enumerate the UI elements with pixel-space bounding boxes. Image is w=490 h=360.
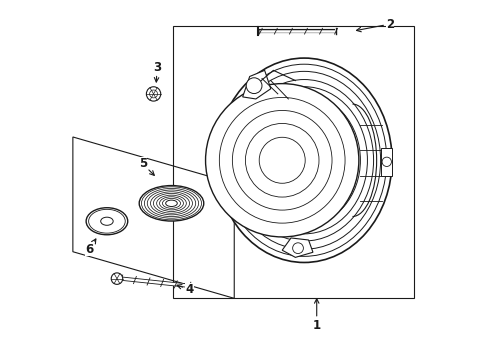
Ellipse shape xyxy=(139,185,204,221)
Polygon shape xyxy=(382,148,392,176)
Text: 4: 4 xyxy=(177,283,194,296)
Circle shape xyxy=(293,243,303,253)
Circle shape xyxy=(205,84,359,237)
Circle shape xyxy=(147,87,161,101)
Ellipse shape xyxy=(100,217,113,225)
Text: 3: 3 xyxy=(153,60,161,82)
Ellipse shape xyxy=(86,208,128,235)
Polygon shape xyxy=(282,238,313,257)
Text: 1: 1 xyxy=(313,299,321,332)
Circle shape xyxy=(246,78,262,94)
Circle shape xyxy=(382,157,392,166)
Ellipse shape xyxy=(216,58,392,262)
Circle shape xyxy=(111,273,122,284)
Ellipse shape xyxy=(166,200,177,207)
Text: 2: 2 xyxy=(357,18,394,32)
Polygon shape xyxy=(243,70,271,99)
Text: 5: 5 xyxy=(139,157,154,175)
Text: 6: 6 xyxy=(85,239,96,256)
